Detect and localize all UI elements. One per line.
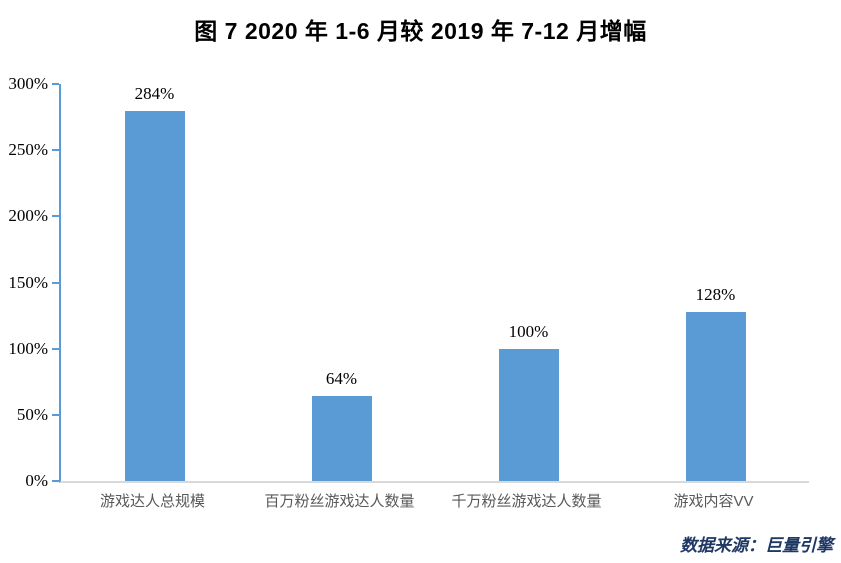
plot-area: 284% 64% 100% 128%: [52, 83, 809, 483]
y-tick-mark: [52, 413, 59, 416]
category-label: 游戏达人总规模: [99, 493, 205, 510]
y-tick-label: 50%: [16, 404, 48, 424]
bar-group: 128%: [622, 84, 809, 481]
bar-group: 284%: [61, 84, 248, 481]
y-tick-mark: [52, 149, 59, 152]
bar: [311, 396, 372, 481]
bar-value-label: 128%: [695, 284, 736, 304]
bar-group: 64%: [248, 84, 435, 481]
y-tick-mark: [52, 347, 59, 350]
x-axis-labels: 游戏达人总规模 百万粉丝游戏达人数量 千万粉丝游戏达人数量 游戏内容VV: [59, 490, 807, 511]
category-label: 千万粉丝游戏达人数量: [451, 493, 602, 510]
y-tick-label: 300%: [8, 74, 48, 93]
data-source-note: 数据来源：巨量引擎: [680, 536, 833, 555]
y-tick-label: 250%: [8, 140, 48, 160]
y-tick-label: 0%: [25, 471, 48, 490]
bar: [124, 111, 185, 481]
category-label: 游戏内容VV: [673, 493, 754, 510]
bar-group: 100%: [435, 84, 622, 481]
bar-value-label: 100%: [508, 321, 549, 341]
bar-series: 284% 64% 100% 128%: [61, 84, 809, 481]
category-label: 百万粉丝游戏达人数量: [264, 493, 415, 510]
y-tick-mark: [52, 480, 59, 482]
chart-title: 图 7 2020 年 1-6 月较 2019 年 7-12 月增幅: [194, 18, 647, 44]
bar: [685, 311, 746, 481]
y-tick-mark: [52, 281, 59, 284]
y-tick-label: 100%: [8, 338, 48, 358]
y-tick-mark: [52, 215, 59, 218]
y-tick-label: 200%: [8, 206, 48, 226]
y-tick-mark: [52, 83, 59, 85]
bar-value-label: 64%: [325, 369, 358, 389]
bar-value-label: 284%: [134, 84, 175, 103]
y-tick-label: 150%: [8, 272, 48, 292]
bar: [498, 348, 559, 481]
